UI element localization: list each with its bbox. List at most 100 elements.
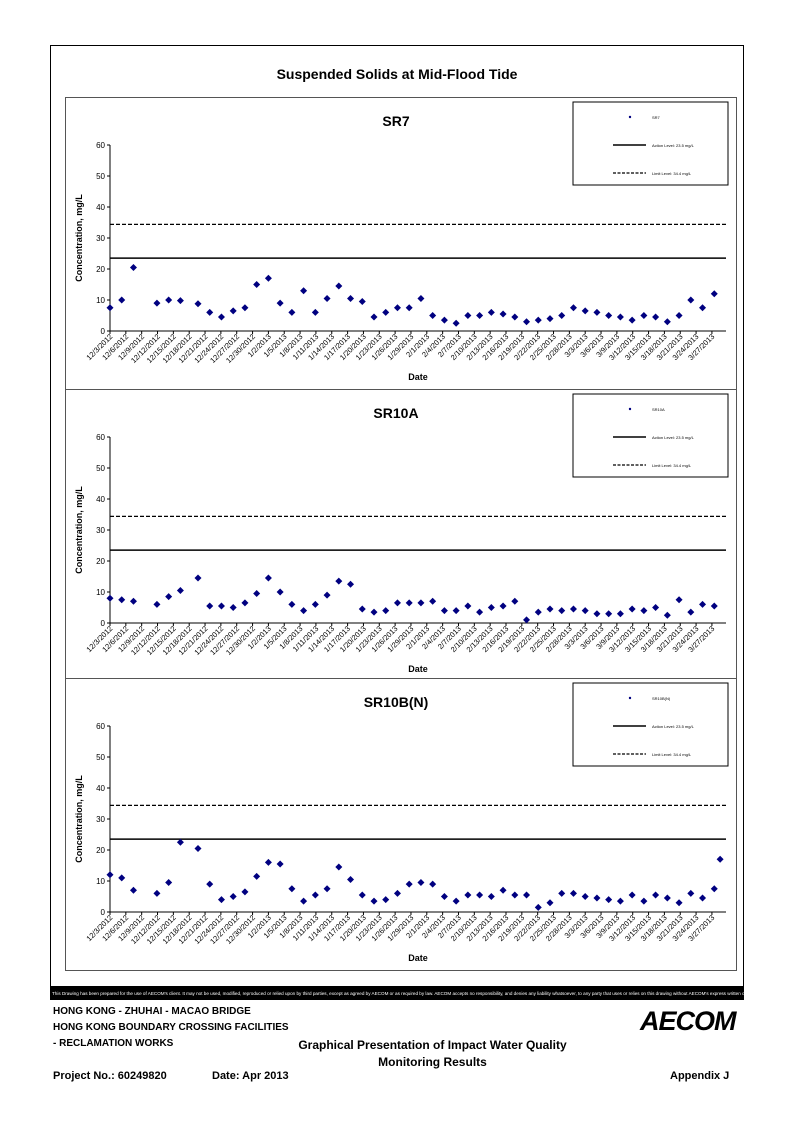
chart-title: SR7	[382, 113, 409, 129]
data-point	[464, 891, 472, 899]
data-point	[370, 313, 378, 321]
y-tick-label: 0	[101, 619, 106, 628]
legend-box	[572, 101, 729, 186]
chart-panel-sr7: SR7 0 10 20 30 40 50 60 Concentration, mg/L 12/3/…	[65, 97, 737, 390]
data-point	[569, 889, 577, 897]
data-point	[264, 274, 272, 282]
data-point	[311, 891, 319, 899]
data-point	[118, 874, 126, 882]
data-point	[358, 605, 366, 613]
data-point	[118, 296, 126, 304]
data-point	[229, 893, 237, 900]
data-point	[605, 896, 613, 904]
data-point	[675, 312, 683, 319]
data-point	[253, 281, 261, 288]
y-tick-label: 60	[96, 722, 105, 731]
data-point	[534, 608, 542, 616]
data-point	[523, 318, 531, 326]
data-point	[652, 604, 660, 611]
data-point	[687, 296, 695, 304]
data-point	[429, 312, 437, 319]
data-point	[675, 596, 683, 604]
chart-title: SR10B(N)	[364, 694, 429, 710]
chart-sr10bn: SR10B(N) 0 10 20 30 40 50 60 Concentration, mg/L…	[74, 682, 729, 963]
data-point	[640, 607, 648, 615]
data-point	[217, 896, 225, 904]
y-tick-label: 0	[101, 908, 106, 917]
data-point	[176, 586, 184, 594]
data-point	[523, 616, 531, 624]
data-point	[593, 610, 601, 618]
legend-marker-point	[628, 696, 632, 700]
appendix-label: Appendix J	[670, 1070, 730, 1082]
legend-box	[572, 393, 729, 478]
data-point	[358, 298, 366, 306]
data-point	[593, 894, 601, 902]
data-point	[628, 605, 636, 613]
y-axis-label: Concentration, mg/L	[74, 486, 84, 574]
y-tick-label: 50	[96, 753, 105, 762]
data-point	[106, 304, 114, 312]
data-point	[382, 308, 390, 316]
project-line-3: - RECLAMATION WORKS	[53, 1038, 174, 1049]
data-point	[640, 897, 648, 905]
data-point	[710, 290, 718, 298]
y-axis-label: Concentration, mg/L	[74, 194, 84, 282]
data-point	[405, 599, 413, 607]
data-point	[405, 880, 413, 888]
data-point	[499, 886, 507, 894]
data-point	[323, 885, 331, 893]
data-point	[546, 605, 554, 613]
data-point	[382, 896, 390, 904]
legend-limit-label: Limit Level: 34.4 mg/L	[652, 463, 692, 468]
legend-series-label: SR10B(N)	[652, 696, 671, 701]
data-point	[241, 304, 249, 312]
data-point	[476, 312, 484, 319]
data-point	[616, 897, 624, 905]
data-point	[347, 580, 355, 588]
data-point	[616, 610, 624, 618]
y-tick-label: 30	[96, 234, 105, 243]
data-point	[276, 860, 284, 868]
legend-action-label: Action Level: 23.5 mg/L	[652, 724, 695, 729]
data-point	[663, 318, 671, 326]
data-point	[663, 611, 671, 619]
data-point	[652, 891, 660, 899]
data-point	[253, 590, 261, 598]
report-title: Graphical Presentation of Impact Water Q…	[255, 1037, 610, 1071]
project-number: Project No.: 60249820	[53, 1070, 167, 1082]
data-point	[241, 599, 249, 607]
data-point	[300, 897, 308, 905]
data-point	[429, 597, 437, 605]
data-point	[323, 294, 331, 302]
data-point	[194, 300, 202, 308]
data-point	[499, 602, 507, 610]
data-point	[417, 294, 425, 302]
y-axis-label: Concentration, mg/L	[74, 775, 84, 863]
data-point	[347, 294, 355, 302]
data-point	[323, 591, 331, 599]
y-tick-label: 10	[96, 877, 105, 886]
legend-marker-point	[628, 407, 632, 411]
legend-series-label: SR7	[652, 115, 661, 120]
data-point	[534, 316, 542, 324]
data-point	[716, 855, 724, 863]
data-point	[129, 263, 137, 271]
data-point	[288, 308, 296, 316]
data-point	[241, 888, 249, 896]
data-point	[393, 889, 401, 897]
report-title-line-2: Monitoring Results	[378, 1055, 487, 1069]
data-point	[370, 897, 378, 905]
data-point	[464, 312, 472, 319]
data-point	[440, 893, 448, 900]
legend-action-label: Action Level: 23.5 mg/L	[652, 435, 695, 440]
data-point	[464, 602, 472, 610]
data-point	[264, 574, 272, 582]
y-tick-label: 20	[96, 557, 105, 566]
data-point	[300, 607, 308, 615]
y-tick-label: 10	[96, 296, 105, 305]
data-point	[393, 304, 401, 312]
data-point	[206, 880, 214, 888]
data-point	[393, 599, 401, 607]
